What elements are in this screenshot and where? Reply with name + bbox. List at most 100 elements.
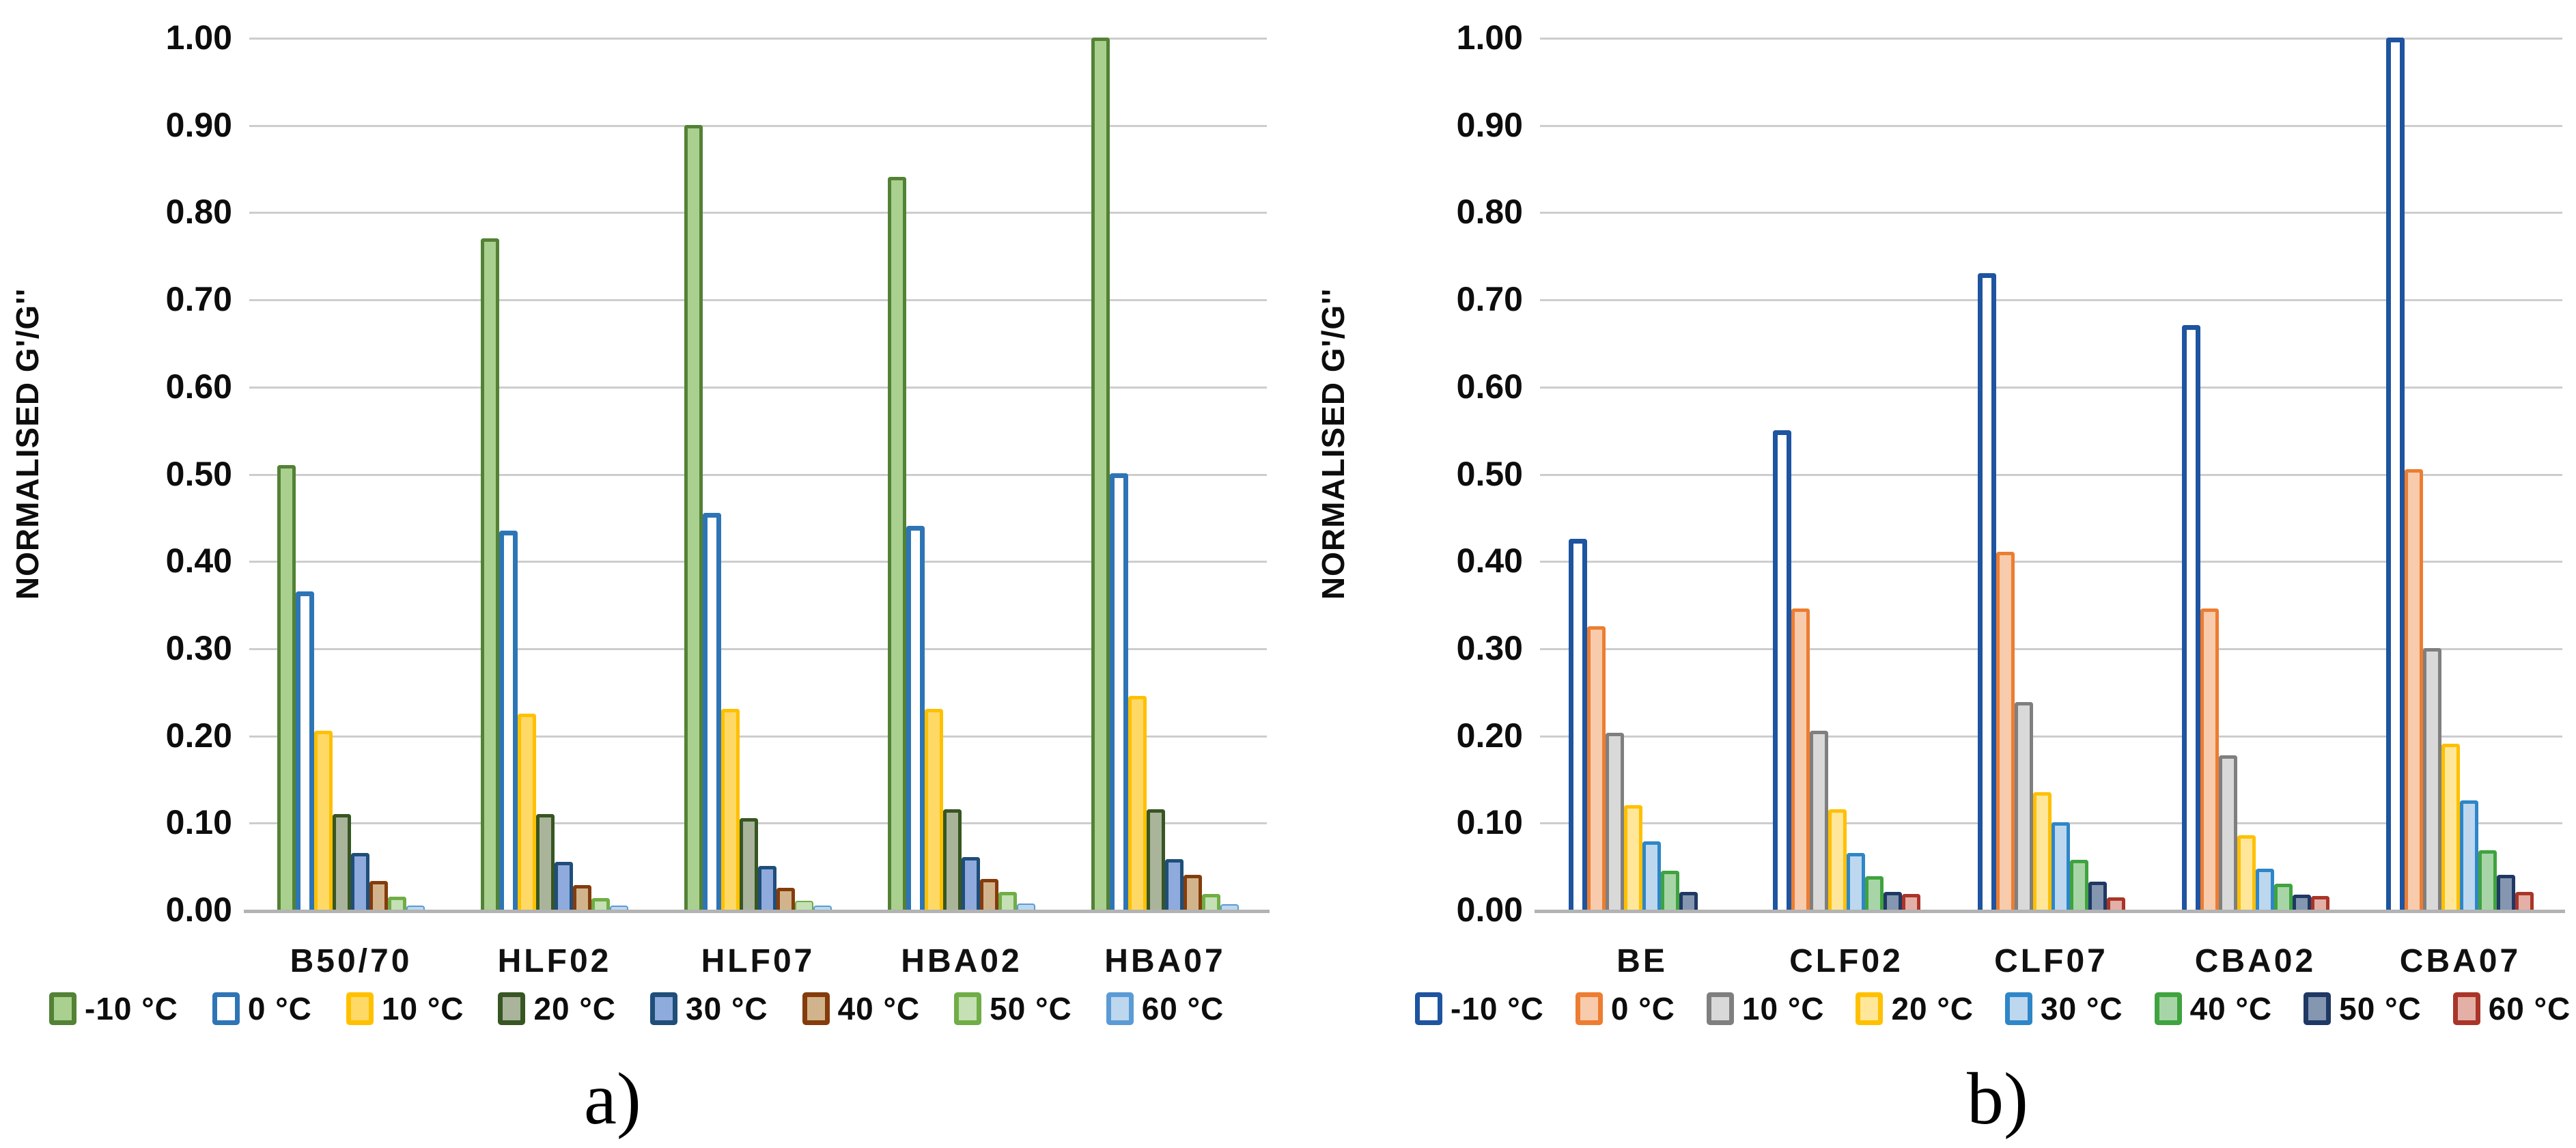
legend-item: -10 °C <box>1415 990 1544 1027</box>
bar-CBA02--10°C <box>2182 325 2200 910</box>
bar-CBA02-20°C <box>2237 835 2256 910</box>
gridline <box>249 387 1267 389</box>
bar-B50/70-20°C <box>333 814 351 910</box>
x-axis-category-label: HBA07 <box>1104 943 1226 979</box>
legend-label: 30 °C <box>2041 991 2123 1026</box>
y-axis-tick-label: 0.50 <box>1456 455 1523 493</box>
bar-HLF02-60°C <box>610 906 628 910</box>
y-axis-tick-label: 0.00 <box>165 891 232 929</box>
legend-swatch-icon <box>1706 992 1734 1025</box>
legend-swatch-icon <box>346 992 374 1025</box>
bar-BE-0°C <box>1587 626 1606 910</box>
legend-label: 60 °C <box>2488 991 2571 1026</box>
bar-CBA02-60°C <box>2311 896 2329 910</box>
gridline <box>249 648 1267 650</box>
x-axis-category-label: HLF07 <box>701 943 815 979</box>
legend-item: 50 °C <box>954 990 1072 1027</box>
y-axis-tick-label: 0.00 <box>1456 891 1523 929</box>
legend-swatch-icon <box>49 992 76 1025</box>
bar-HBA02-20°C <box>943 809 962 910</box>
bar-HBA07--10°C <box>1091 38 1110 910</box>
bar-BE-40°C <box>1661 871 1679 910</box>
y-axis-tick-label: 0.70 <box>1456 280 1523 318</box>
bar-BE--10°C <box>1569 539 1587 910</box>
legend-label: 0 °C <box>1610 991 1675 1026</box>
bar-CBA07-20°C <box>2441 744 2460 910</box>
legend-swatch-icon <box>1106 992 1134 1025</box>
bar-CBA02-10°C <box>2219 755 2237 910</box>
y-axis-tick-label: 0.20 <box>165 716 232 755</box>
bar-CBA07-40°C <box>2478 850 2497 910</box>
legend-swatch-icon <box>802 992 830 1025</box>
y-axis-tick-label: 0.10 <box>165 803 232 841</box>
legend-item: 60 °C <box>2452 990 2571 1027</box>
legend-label: 20 °C <box>1891 991 1974 1026</box>
bar-CBA02-40°C <box>2274 884 2293 910</box>
bar-CLF07-0°C <box>1996 552 2015 910</box>
legend-swatch-icon <box>2452 992 2480 1025</box>
bar-HLF02-20°C <box>536 814 555 910</box>
x-axis-line <box>244 910 1270 913</box>
bar-CLF02-10°C <box>1810 731 1828 910</box>
legend-swatch-icon <box>954 992 982 1025</box>
bar-CBA07-0°C <box>2405 469 2423 910</box>
bar-HBA07-30°C <box>1165 859 1184 910</box>
bar-CBA07-50°C <box>2497 875 2515 910</box>
bar-CBA02-50°C <box>2293 895 2311 910</box>
legend-item: 0 °C <box>212 990 312 1027</box>
bar-HLF02-0°C <box>499 531 518 910</box>
legend-item: 10 °C <box>1706 990 1825 1027</box>
bar-HBA02-40°C <box>980 879 998 910</box>
gridline <box>249 474 1267 476</box>
bar-B50/70-40°C <box>369 881 388 910</box>
bar-HBA07-60°C <box>1220 904 1239 910</box>
bar-HLF07-0°C <box>703 513 721 910</box>
y-axis-tick-label: 0.80 <box>165 193 232 231</box>
bar-B50/70-10°C <box>314 731 333 910</box>
legend-swatch-icon <box>2154 992 2182 1025</box>
x-axis-category-label: HBA02 <box>901 943 1022 979</box>
y-axis-tick-label: 0.60 <box>165 367 232 406</box>
bar-HLF02-50°C <box>591 898 610 910</box>
bar-BE-50°C <box>1679 892 1698 910</box>
bar-HLF02--10°C <box>481 238 499 910</box>
y-axis-tick-label: 0.80 <box>1456 193 1523 231</box>
legend-swatch-icon <box>650 992 677 1025</box>
bar-HBA07-10°C <box>1128 696 1147 910</box>
panel-caption-b: b) <box>1967 1059 2028 1140</box>
bar-BE-10°C <box>1606 733 1624 910</box>
legend-item: 20 °C <box>1856 990 1974 1027</box>
y-axis-tick-label: 0.30 <box>1456 629 1523 667</box>
legend-item: 50 °C <box>2304 990 2422 1027</box>
bar-CLF07-30°C <box>2052 822 2070 910</box>
legend-item: 40 °C <box>802 990 921 1027</box>
y-axis-tick-label: 0.40 <box>1456 542 1523 580</box>
x-axis-category-label: CBA07 <box>2399 943 2521 979</box>
bar-B50/70-0°C <box>296 591 314 910</box>
bar-CLF02-20°C <box>1828 809 1847 910</box>
legend-swatch-icon <box>212 992 240 1025</box>
legend-item: 10 °C <box>346 990 464 1027</box>
y-axis-tick-label: 0.20 <box>1456 716 1523 755</box>
legend-item: 20 °C <box>498 990 616 1027</box>
bar-BE-20°C <box>1624 805 1642 910</box>
bar-HBA02-30°C <box>962 857 980 910</box>
bar-HBA07-40°C <box>1184 875 1202 910</box>
bar-CBA07-60°C <box>2515 892 2534 910</box>
panel-caption-a: a) <box>584 1059 641 1140</box>
bar-HBA02-10°C <box>925 709 943 910</box>
bar-HLF07-60°C <box>813 906 832 910</box>
y-axis-tick-label: 0.60 <box>1456 367 1523 406</box>
gridline <box>249 212 1267 214</box>
legend-label: 60 °C <box>1141 991 1224 1026</box>
legend-label: 40 °C <box>837 991 921 1026</box>
y-axis-tick-label: 1.00 <box>165 18 232 57</box>
bar-HLF07-50°C <box>795 901 813 910</box>
legend-item: 30 °C <box>2005 990 2123 1027</box>
gridline <box>1540 387 2562 389</box>
legend-item: 0 °C <box>1575 990 1675 1027</box>
bar-HLF07--10°C <box>684 125 703 910</box>
gridline <box>249 736 1267 738</box>
bar-CLF02-30°C <box>1847 853 1865 910</box>
gridline <box>1540 474 2562 476</box>
